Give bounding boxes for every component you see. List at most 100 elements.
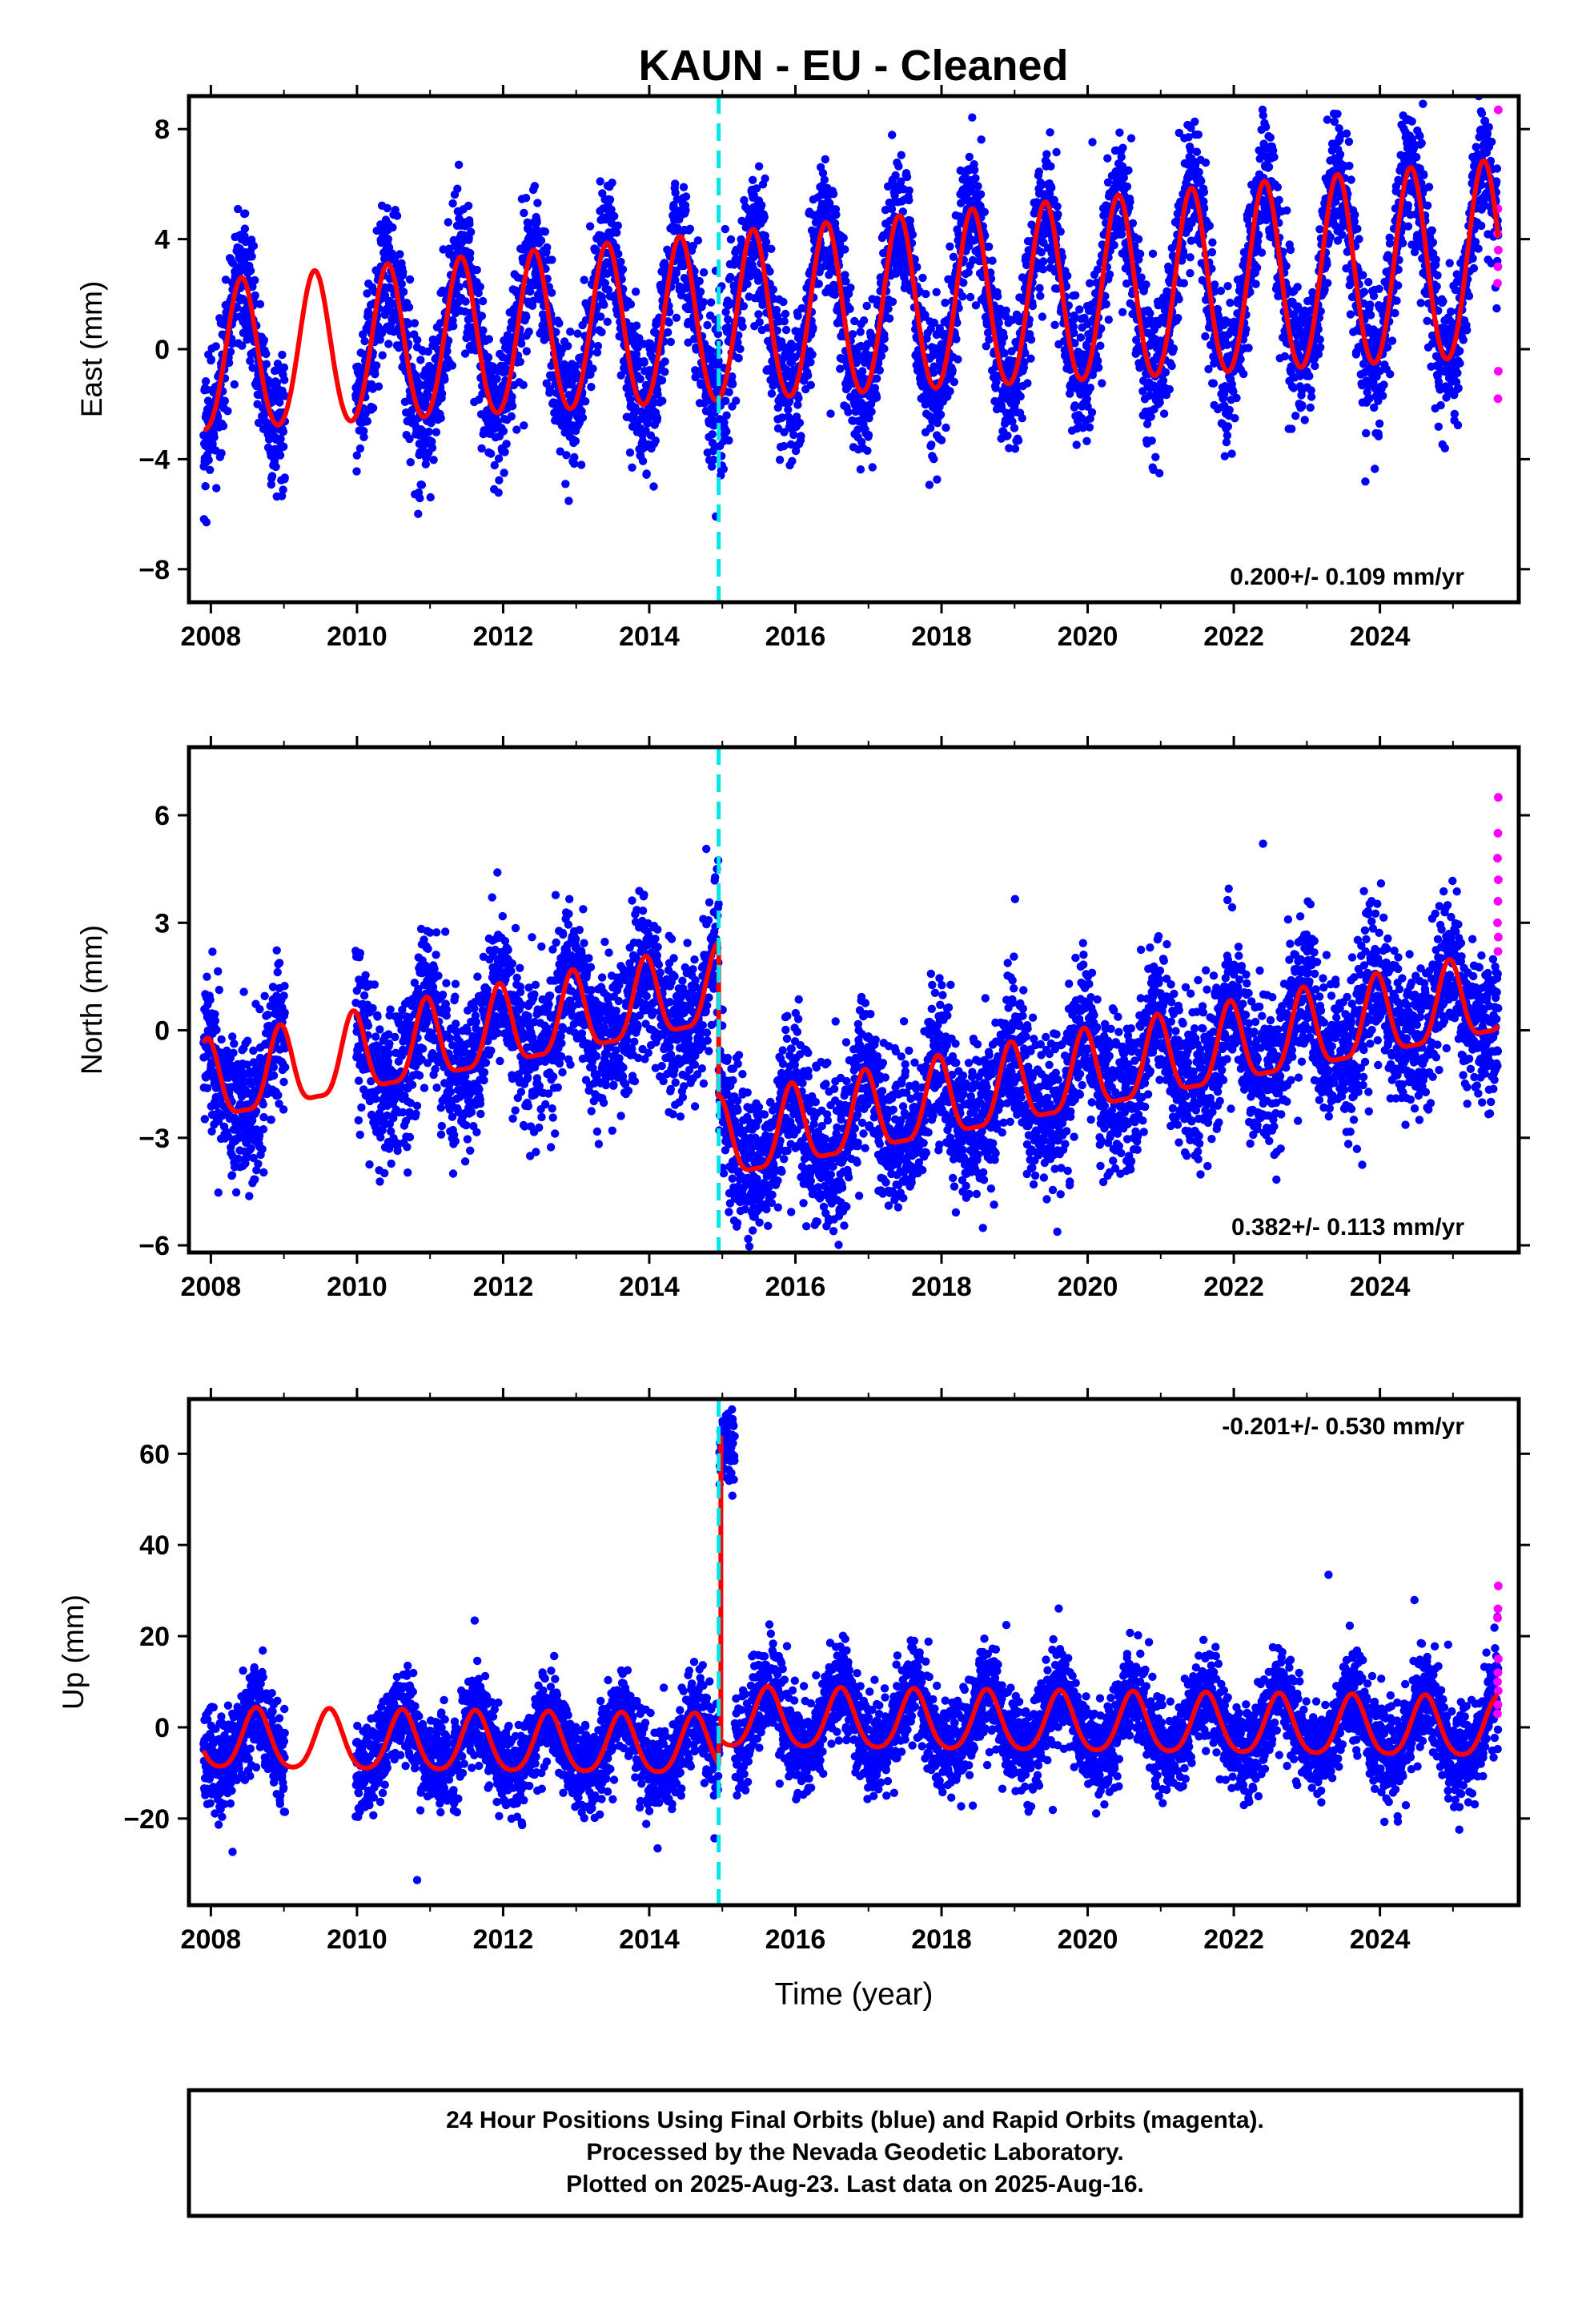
data-point (679, 183, 689, 191)
data-point (652, 413, 662, 423)
data-point (230, 380, 239, 389)
data-point (1134, 235, 1143, 243)
data-point (632, 321, 641, 330)
data-point (1264, 163, 1274, 171)
data-point (726, 272, 735, 282)
data-point (547, 288, 556, 297)
data-point (681, 192, 691, 201)
data-point (421, 460, 430, 468)
data-point (1135, 249, 1145, 259)
data-point (612, 243, 620, 252)
data-point (424, 347, 432, 356)
data-point (279, 442, 288, 451)
data-point (864, 431, 873, 440)
data-point (636, 375, 644, 384)
data-point (404, 320, 413, 328)
data-point (1038, 312, 1047, 321)
data-point (1018, 414, 1026, 423)
data-point (580, 275, 588, 284)
data-point (521, 194, 531, 203)
data-point (1115, 128, 1124, 137)
data-point (1211, 280, 1219, 289)
data-point (588, 364, 597, 373)
data-point (454, 160, 464, 169)
data-point (1023, 379, 1032, 388)
data-point (572, 361, 580, 370)
data-point (1226, 298, 1235, 308)
data-point (1223, 422, 1233, 431)
data-point (275, 398, 284, 407)
data-point (699, 298, 709, 307)
data-point (1102, 300, 1110, 308)
data-point (1126, 197, 1134, 207)
data-point (440, 375, 449, 384)
data-point (217, 448, 226, 458)
data-point (830, 290, 840, 300)
data-point (616, 257, 625, 267)
data-point (734, 354, 743, 363)
data-point (1159, 409, 1169, 418)
data-point (1137, 273, 1146, 282)
data-point (1194, 130, 1203, 139)
data-point (1195, 167, 1203, 177)
data-point (1050, 320, 1059, 329)
data-point (657, 376, 667, 385)
data-point (597, 328, 606, 336)
data-point (279, 485, 287, 494)
data-point (658, 396, 667, 405)
data-point (1098, 379, 1106, 388)
data-point (1076, 333, 1086, 342)
data-point (1002, 306, 1010, 315)
data-point (272, 378, 282, 387)
data-point (856, 465, 865, 474)
data-point (494, 489, 503, 497)
data-point (223, 407, 232, 416)
data-point (613, 221, 622, 230)
data-point (1047, 183, 1056, 192)
data-point (856, 328, 865, 336)
data-point (1038, 265, 1048, 274)
data-point (359, 330, 367, 339)
data-point (832, 210, 841, 219)
data-point (739, 302, 749, 311)
data-point (905, 186, 913, 195)
data-point (474, 288, 483, 298)
data-point (1128, 219, 1138, 227)
data-point (880, 344, 889, 353)
data-point (873, 374, 881, 383)
data-point (1155, 398, 1164, 407)
data-point (548, 255, 556, 264)
data-point (664, 328, 673, 337)
data-point (1169, 344, 1178, 353)
data-point (769, 285, 777, 294)
data-point (844, 408, 853, 416)
data-point (592, 348, 602, 357)
data-point (1287, 424, 1296, 433)
data-point (476, 283, 484, 292)
data-point (1205, 221, 1215, 231)
data-point (605, 195, 615, 204)
data-point (948, 366, 957, 375)
data-point (1000, 348, 1009, 358)
data-point (1026, 335, 1036, 344)
data-point (477, 312, 487, 320)
data-point (1225, 405, 1234, 415)
data-point (396, 250, 404, 259)
data-point (1016, 392, 1025, 401)
data-point (251, 275, 259, 285)
data-point (564, 341, 572, 351)
data-point (516, 357, 524, 366)
data-point (279, 427, 288, 436)
data-point (500, 468, 508, 477)
data-point (429, 456, 438, 464)
data-point (1070, 328, 1078, 337)
data-point (1293, 283, 1302, 292)
data-point (372, 361, 381, 370)
data-point (255, 300, 265, 308)
data-point (846, 283, 855, 292)
data-point (1082, 395, 1092, 404)
data-point (360, 336, 369, 346)
data-point (279, 363, 289, 372)
data-point (695, 276, 704, 286)
